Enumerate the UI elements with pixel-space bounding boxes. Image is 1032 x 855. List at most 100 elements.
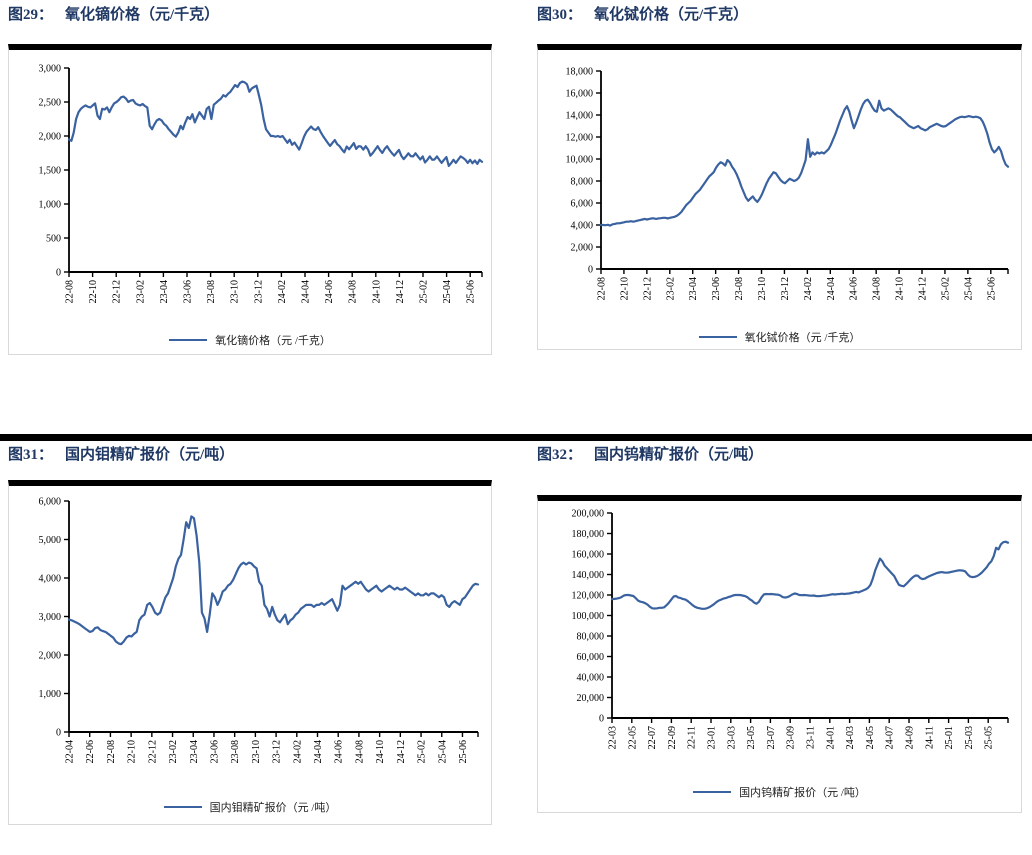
svg-text:23-08: 23-08 <box>734 277 745 300</box>
svg-text:22-10: 22-10 <box>88 280 99 303</box>
svg-text:40,000: 40,000 <box>577 673 605 684</box>
svg-text:25-02: 25-02 <box>417 740 428 763</box>
svg-text:23-10: 23-10 <box>757 277 768 300</box>
svg-text:2,000: 2,000 <box>39 651 62 662</box>
svg-text:23-01: 23-01 <box>707 726 718 749</box>
legend-line-marker <box>693 790 732 793</box>
svg-text:24-02: 24-02 <box>277 280 288 303</box>
legend-label: 国内钼精矿报价（元 /吨） <box>209 802 337 814</box>
svg-text:200,000: 200,000 <box>572 509 605 520</box>
figure-title-32: 图32： 国内钨精矿报价（元/吨） <box>537 443 763 464</box>
chart-legend-29: 氧化镝价格（元 /千克） <box>9 326 491 354</box>
svg-text:24-02: 24-02 <box>292 740 303 763</box>
figure-number-29: 图29： <box>8 7 54 23</box>
figure-number-31: 图31： <box>8 447 54 463</box>
svg-text:24-06: 24-06 <box>324 280 335 303</box>
chart-panel-31: 0 1,000 2,000 3,000 4,000 5,000 6,000 22-04 22-0… <box>8 480 492 825</box>
line-chart-molybdenum-concentrate: 0 1,000 2,000 3,000 4,000 5,000 6,000 22-04 22-0… <box>9 486 491 790</box>
legend-line-marker <box>169 339 208 341</box>
svg-text:0: 0 <box>588 265 593 276</box>
svg-text:23-09: 23-09 <box>786 726 797 749</box>
svg-text:23-04: 23-04 <box>688 277 699 300</box>
svg-text:23-11: 23-11 <box>806 726 817 749</box>
svg-text:23-05: 23-05 <box>746 726 757 749</box>
svg-text:24-06: 24-06 <box>334 740 345 763</box>
svg-text:24-01: 24-01 <box>825 726 836 749</box>
svg-text:22-12: 22-12 <box>642 277 653 300</box>
svg-text:16,000: 16,000 <box>566 89 594 100</box>
svg-text:0: 0 <box>599 714 604 725</box>
figure-name-32: 国内钨精矿报价（元/吨） <box>594 447 764 463</box>
svg-text:25-06: 25-06 <box>458 740 469 763</box>
svg-text:2,000: 2,000 <box>39 132 62 143</box>
svg-text:24-04: 24-04 <box>826 277 837 300</box>
svg-text:23-04: 23-04 <box>159 280 170 303</box>
svg-text:2,000: 2,000 <box>571 243 594 254</box>
svg-text:80,000: 80,000 <box>577 632 605 643</box>
svg-text:23-12: 23-12 <box>780 277 791 300</box>
svg-text:500: 500 <box>46 234 61 245</box>
svg-text:23-04: 23-04 <box>189 740 200 763</box>
svg-text:18,000: 18,000 <box>566 67 594 78</box>
svg-text:10,000: 10,000 <box>566 155 594 166</box>
svg-text:22-04: 22-04 <box>65 740 76 763</box>
svg-text:24-10: 24-10 <box>895 277 906 300</box>
svg-text:23-02: 23-02 <box>665 277 676 300</box>
chart-panel-30: 0 2,000 4,000 6,000 8,000 10,000 12,000 14,000 1… <box>537 44 1022 350</box>
svg-text:23-02: 23-02 <box>135 280 146 303</box>
svg-text:1,000: 1,000 <box>39 689 62 700</box>
chart-legend-30: 氧化铽价格（元 /千克） <box>538 324 1021 349</box>
svg-text:24-02: 24-02 <box>803 277 814 300</box>
svg-text:25-05: 25-05 <box>984 726 995 749</box>
svg-text:25-06: 25-06 <box>466 280 477 303</box>
svg-text:22-08: 22-08 <box>65 280 76 303</box>
svg-text:4,000: 4,000 <box>39 574 62 585</box>
svg-text:23-03: 23-03 <box>726 726 737 749</box>
svg-text:23-07: 23-07 <box>766 726 777 749</box>
svg-text:24-08: 24-08 <box>348 280 359 303</box>
line-chart-terbium-oxide: 0 2,000 4,000 6,000 8,000 10,000 12,000 14,000 1… <box>538 50 1021 324</box>
svg-text:23-12: 23-12 <box>272 740 283 763</box>
svg-text:0: 0 <box>56 728 61 739</box>
legend-line-marker <box>698 335 737 338</box>
svg-text:23-08: 23-08 <box>230 740 241 763</box>
svg-text:24-12: 24-12 <box>395 280 406 303</box>
svg-text:5,000: 5,000 <box>39 535 62 546</box>
svg-text:22-12: 22-12 <box>112 280 123 303</box>
svg-text:24-09: 24-09 <box>905 726 916 749</box>
svg-text:6,000: 6,000 <box>571 199 594 210</box>
svg-text:25-04: 25-04 <box>437 740 448 763</box>
svg-text:23-12: 23-12 <box>253 280 264 303</box>
svg-text:3,000: 3,000 <box>39 64 62 75</box>
line-chart-dysprosium-oxide: 0 500 1,000 1,500 2,000 2,500 3,000 22-08 22-10 2… <box>9 50 491 326</box>
figure-number-32: 图32： <box>537 447 583 463</box>
svg-text:25-04: 25-04 <box>442 280 453 303</box>
svg-text:22-05: 22-05 <box>627 726 638 749</box>
svg-text:180,000: 180,000 <box>572 529 605 540</box>
svg-text:22-09: 22-09 <box>667 726 678 749</box>
legend-label: 氧化镝价格（元 /千克） <box>215 335 331 347</box>
figure-name-30: 氧化铽价格（元/千克） <box>594 7 749 23</box>
svg-text:14,000: 14,000 <box>566 111 594 122</box>
svg-text:24-08: 24-08 <box>872 277 883 300</box>
line-chart-tungsten-concentrate: 0 20,000 40,000 60,000 80,000 100,000 120,000 1… <box>538 501 1021 771</box>
svg-text:25-04: 25-04 <box>963 277 974 300</box>
svg-text:23-10: 23-10 <box>230 280 241 303</box>
figure-name-31: 国内钼精矿报价（元/吨） <box>65 447 235 463</box>
svg-text:24-05: 24-05 <box>865 726 876 749</box>
svg-text:160,000: 160,000 <box>572 550 605 561</box>
svg-text:22-07: 22-07 <box>647 726 658 749</box>
svg-text:24-10: 24-10 <box>375 740 386 763</box>
svg-text:22-06: 22-06 <box>85 740 96 763</box>
svg-text:24-08: 24-08 <box>354 740 365 763</box>
svg-text:3,000: 3,000 <box>39 612 62 623</box>
svg-text:6,000: 6,000 <box>39 497 62 508</box>
svg-text:22-10: 22-10 <box>127 740 138 763</box>
svg-text:24-04: 24-04 <box>301 280 312 303</box>
svg-text:23-08: 23-08 <box>206 280 217 303</box>
svg-text:24-03: 24-03 <box>845 726 856 749</box>
chart-panel-32: 0 20,000 40,000 60,000 80,000 100,000 120,000 1… <box>537 495 1022 813</box>
svg-text:24-12: 24-12 <box>396 740 407 763</box>
svg-text:25-01: 25-01 <box>944 726 955 749</box>
